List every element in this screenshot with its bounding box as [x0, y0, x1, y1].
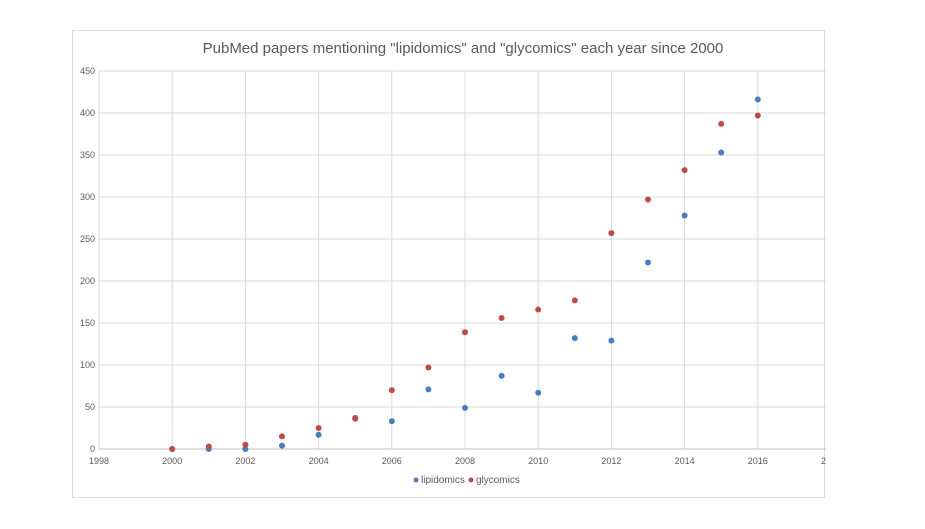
x-tick-label: 2004 — [309, 456, 329, 466]
lipidomics-point — [425, 386, 432, 393]
chart-title: PubMed papers mentioning "lipidomics" an… — [203, 40, 724, 57]
y-tick-label: 150 — [80, 318, 95, 328]
lipidomics-point — [718, 149, 725, 156]
x-tick-label: 2016 — [748, 456, 768, 466]
glycomics-point — [315, 425, 322, 431]
glycomics-point — [498, 314, 505, 321]
glycomics-point — [279, 433, 285, 440]
y-tick-label: 250 — [80, 234, 95, 244]
lipidomics-point — [242, 446, 249, 452]
glycomics-point — [462, 329, 468, 336]
lipidomics-point — [645, 259, 651, 266]
glycomics-legend-marker — [468, 477, 474, 483]
y-tick-label: 450 — [80, 66, 95, 76]
lipidomics-point — [462, 404, 468, 411]
lipidomics-point — [571, 335, 578, 342]
x-tick-label: 2010 — [528, 456, 548, 466]
lipidomics-point — [279, 442, 285, 449]
x-tick-label: 1998 — [89, 456, 109, 466]
glycomics-point — [169, 446, 176, 452]
glycomics-point — [571, 297, 578, 304]
y-tick-label: 100 — [80, 360, 95, 370]
x-tick-label: 2018 — [821, 456, 826, 466]
grid-layer — [98, 70, 826, 449]
glycomics-point — [205, 443, 212, 450]
glycomics-point — [718, 120, 725, 127]
glycomics-point — [242, 441, 249, 448]
y-tick-label: 400 — [80, 108, 95, 118]
glycomics-point — [754, 112, 761, 119]
chart-frame: PubMed papers mentioning "lipidomics" an… — [72, 30, 826, 498]
lipidomics-legend-marker — [413, 477, 419, 483]
glycomics-point — [388, 387, 395, 394]
x-tick-label: 2002 — [235, 456, 255, 466]
lipidomics-point — [754, 96, 761, 103]
lipidomics-point — [388, 418, 395, 425]
axis-layer: 0 50 100 150 200 250 300 350 400 450 1998 2000 2002 2… — [80, 66, 826, 466]
legend-label-lipidomics: lipidomics — [421, 475, 465, 486]
glycomics-point — [352, 415, 359, 422]
scatter-chart: PubMed papers mentioning "lipidomics" an… — [80, 40, 826, 486]
legend: lipidomics glycomics — [413, 475, 520, 486]
glycomics-point — [681, 167, 688, 174]
lipidomics-point — [535, 389, 542, 396]
y-tick-label: 350 — [80, 150, 95, 160]
points-layer — [169, 96, 761, 452]
legend-label-glycomics: glycomics — [476, 475, 520, 486]
y-tick-label: 300 — [80, 192, 95, 202]
x-tick-label: 2014 — [675, 456, 695, 466]
x-tick-label: 2012 — [601, 456, 621, 466]
y-tick-label: 0 — [90, 444, 95, 454]
lipidomics-point — [498, 372, 505, 379]
glycomics-point — [425, 364, 432, 371]
lipidomics-point — [608, 337, 615, 344]
x-tick-label: 2000 — [162, 456, 182, 466]
lipidomics-point — [681, 212, 688, 219]
y-tick-label: 200 — [80, 276, 95, 286]
glycomics-point — [645, 196, 651, 203]
x-tick-label: 2008 — [455, 456, 475, 466]
lipidomics-point — [315, 431, 322, 438]
glycomics-point — [535, 306, 542, 313]
glycomics-point — [608, 230, 615, 237]
x-tick-label: 2006 — [382, 456, 402, 466]
y-tick-label: 50 — [85, 402, 95, 412]
